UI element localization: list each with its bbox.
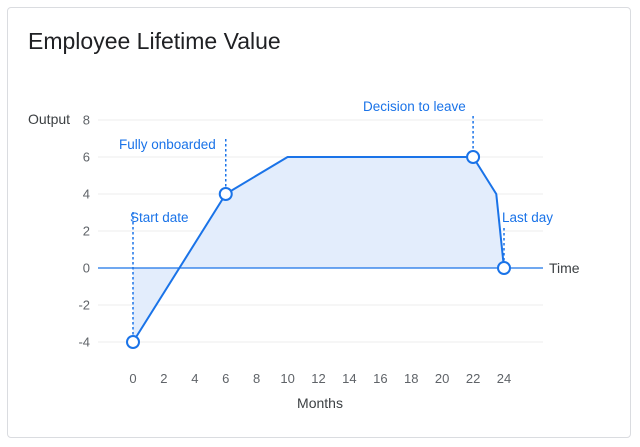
data-point-marker	[497, 261, 511, 275]
x-tick-label: 2	[160, 371, 167, 386]
data-point-marker	[466, 150, 481, 164]
data-points	[126, 150, 511, 349]
y-tick-label: 4	[83, 187, 90, 202]
x-tick-label: 4	[191, 371, 198, 386]
x-tick-label: 10	[280, 371, 294, 386]
x-tick-label: 0	[129, 371, 136, 386]
x-tick-label: 22	[466, 371, 480, 386]
area-fill	[133, 157, 504, 342]
y-tick-label: 0	[83, 261, 90, 276]
annotation-label: Decision to leave	[363, 99, 466, 114]
annotations: Start date Fully onboarded Decision to lea…	[119, 99, 553, 342]
x-tick-label: 18	[404, 371, 418, 386]
data-point-marker	[218, 187, 233, 201]
x-axis-label: Months	[297, 395, 343, 411]
y-tick-label: -4	[78, 335, 90, 350]
annotation-label: Last day	[502, 210, 553, 225]
y-tick-label: 6	[83, 150, 90, 165]
x-tick-label: 8	[253, 371, 260, 386]
y-tick-labels: 8 6 4 2 0 -2 -4	[78, 113, 90, 350]
y-tick-label: -2	[78, 298, 90, 313]
chart-title: Employee Lifetime Value	[28, 28, 281, 54]
data-point-marker	[126, 335, 140, 349]
zero-line-label: Time	[549, 260, 580, 276]
x-tick-label: 20	[435, 371, 449, 386]
x-tick-label: 24	[497, 371, 511, 386]
y-axis-label: Output	[28, 111, 70, 127]
series-line	[132, 156, 505, 343]
annotation-label: Start date	[130, 210, 189, 225]
x-tick-label: 6	[222, 371, 229, 386]
x-tick-label: 12	[311, 371, 325, 386]
x-tick-label: 14	[342, 371, 356, 386]
annotation-label: Fully onboarded	[119, 137, 216, 152]
x-tick-labels: 0 2 4 6 8 10 12 14 16 18 20 22 24	[129, 371, 511, 386]
y-tick-label: 8	[83, 113, 90, 128]
x-tick-label: 16	[373, 371, 387, 386]
y-tick-label: 2	[83, 224, 90, 239]
